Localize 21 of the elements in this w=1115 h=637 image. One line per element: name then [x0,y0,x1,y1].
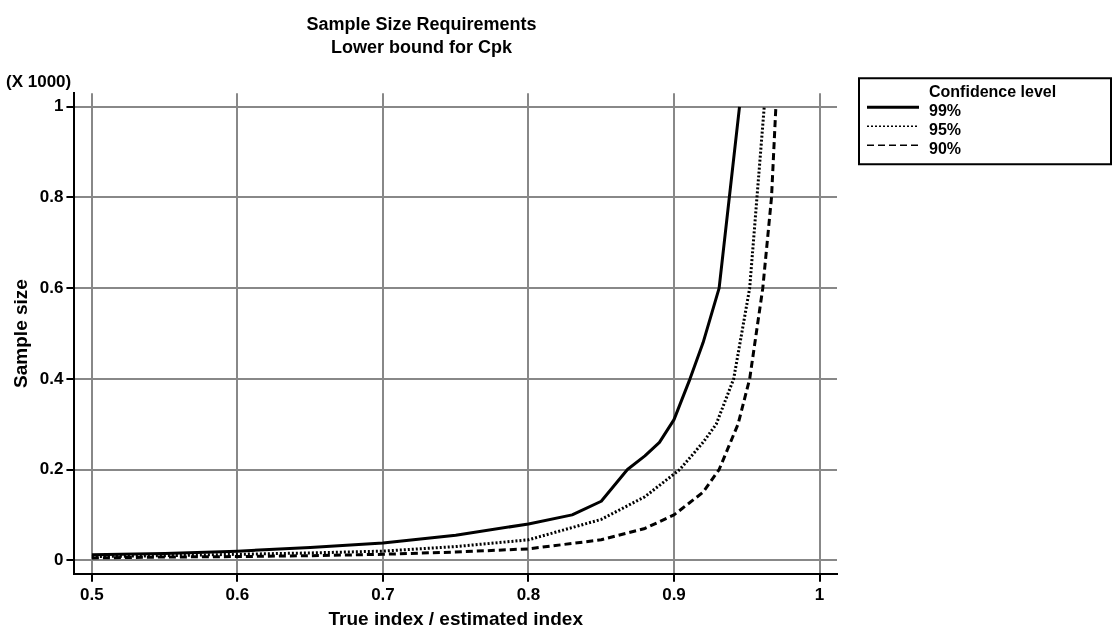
y-tick-label: 0.4 [39,368,64,388]
y-tick-label: 0.8 [39,187,64,207]
x-axis-title: True index / estimated index [328,607,584,629]
legend-title: Confidence level [929,82,1057,100]
chart-subtitle: Lower bound for Cpk [331,37,513,58]
y-tick-label: 1 [53,96,64,116]
x-tick-label: 0.8 [516,584,541,604]
y-tick-label: 0.6 [39,277,64,297]
y-tick-label: 0.2 [39,459,64,479]
legend-label: 99% [929,101,962,119]
y-axis-title: Sample size [9,279,31,388]
y-tick-label: 0 [53,549,64,569]
chart-title: Sample Size Requirements [306,13,537,34]
text: (X 1000) [6,72,72,92]
x-tick-label: 0.5 [80,584,104,604]
legend-label: 90% [929,139,962,157]
x-tick-label: 0.7 [371,584,395,604]
x-tick-label: 1 [814,584,825,604]
x-tick-label: 0.6 [225,584,250,604]
legend-label: 95% [929,120,962,138]
x-tick-label: 0.9 [662,584,686,604]
